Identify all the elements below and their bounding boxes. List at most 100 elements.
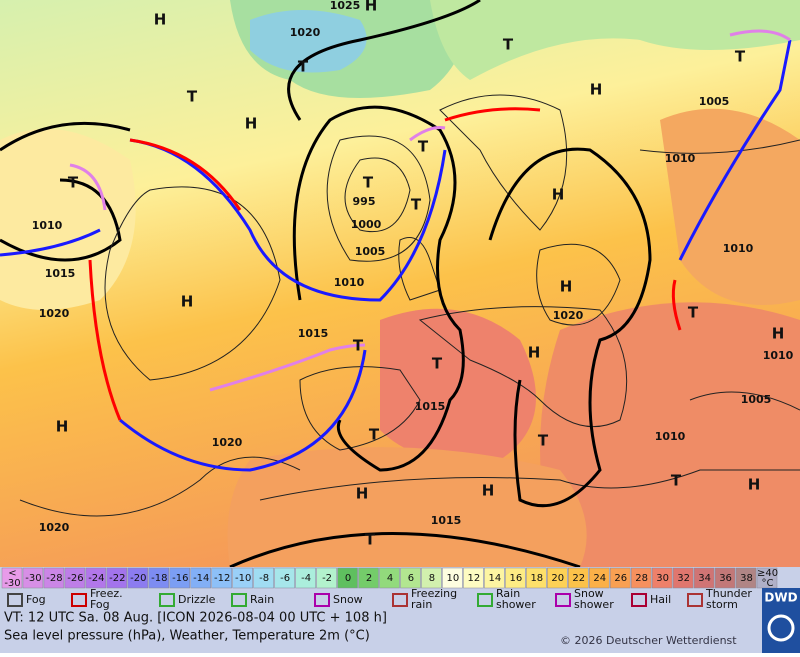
temperature-label: -18	[151, 573, 167, 584]
temperature-label: 14	[488, 573, 501, 584]
temperature-label: 32	[677, 573, 690, 584]
pressure-system: T	[671, 472, 682, 490]
isobar	[639, 139, 800, 411]
pressure-system: H	[181, 293, 194, 311]
weather-icon	[687, 593, 703, 607]
isobar-label: 1005	[699, 95, 730, 108]
temperature-cell	[526, 567, 547, 589]
temperature-label: 6	[408, 573, 414, 584]
weather-label: Snow	[574, 587, 604, 600]
isobar-label: 1010	[723, 242, 754, 255]
isobar	[104, 186, 281, 381]
isobar-label: 1020	[39, 521, 70, 534]
isobar-label: 1020	[39, 307, 70, 320]
isobar-label: 1020	[290, 26, 321, 39]
isobar-label: 1010	[334, 276, 365, 289]
temperature-cell	[735, 567, 757, 589]
isobar	[19, 456, 301, 517]
temperature-label: 12	[468, 573, 481, 584]
isobars	[19, 135, 800, 517]
pressure-system: H	[245, 115, 258, 133]
isobar	[292, 105, 465, 472]
temperature-cell	[651, 567, 673, 589]
hot-area	[540, 302, 800, 567]
pressure-system: H	[748, 476, 761, 494]
weather-label: Thunder	[705, 587, 752, 600]
temperature-label: 4	[387, 573, 393, 584]
pressure-system: T	[418, 138, 429, 156]
isobar-label: 1015	[431, 514, 462, 527]
temperature-cell	[64, 567, 86, 589]
pressure-system: H	[56, 418, 69, 436]
temperature-label: -30	[4, 578, 20, 589]
weather-icon	[159, 593, 175, 607]
temperature-label: -10	[235, 573, 251, 584]
temperature-cell	[568, 567, 589, 589]
temperature-label: 16	[509, 573, 522, 584]
weather-label: storm	[706, 598, 738, 611]
map: H H T T T H H T T T T T H H H T H T T T T H H H T H T H 1025 1020 995 1…	[0, 0, 800, 569]
temperature-cell	[190, 567, 211, 589]
temperature-label: <	[8, 568, 16, 579]
isobar	[488, 147, 652, 508]
warm-area	[660, 108, 800, 305]
logo-swirl	[767, 614, 795, 642]
isobar-label: 995	[353, 195, 376, 208]
isobar	[326, 135, 431, 262]
weather-icon	[555, 593, 571, 607]
europe-coast	[418, 306, 628, 428]
temperature-label: -8	[259, 573, 269, 584]
weather-label: Fog	[26, 593, 46, 606]
temperature-label: 20	[551, 573, 564, 584]
temperature-cell	[463, 567, 484, 589]
temperature-cell	[211, 567, 232, 589]
pressure-system: T	[369, 426, 380, 444]
pressure-system: T	[68, 174, 79, 192]
isobar	[536, 243, 621, 326]
temperature-cell	[253, 567, 274, 589]
temperature-label: 10	[447, 573, 460, 584]
temperature-label: -12	[214, 573, 230, 584]
temperature-cell	[106, 567, 128, 589]
warm-front	[671, 279, 682, 331]
isobar-label: 1005	[355, 245, 386, 258]
isobar-label: 1010	[32, 219, 63, 232]
temperature-cell	[693, 567, 715, 589]
temperature-label: 8	[429, 573, 435, 584]
weather-icon	[7, 593, 23, 607]
temperature-label: 0	[345, 573, 351, 584]
temperature-label: -28	[46, 573, 62, 584]
scandinavia-coast	[439, 94, 568, 231]
pressure-system: T	[735, 48, 746, 66]
temperature-cell	[295, 567, 316, 589]
pressure-system: T	[363, 174, 374, 192]
temperature-label: °C	[762, 578, 774, 589]
temperature-label: ≥40	[757, 568, 778, 579]
isobar-label: 1010	[763, 349, 794, 362]
pressure-system: H	[560, 278, 573, 296]
weather-label: Snow	[333, 593, 363, 606]
temperature-cell	[337, 567, 358, 589]
pressure-system: T	[538, 432, 549, 450]
iberia-coast	[299, 366, 421, 451]
temperature-cell	[672, 567, 694, 589]
pressure-system: H	[528, 344, 541, 362]
temperature-cell	[442, 567, 463, 589]
isobar-label: 1020	[212, 436, 243, 449]
isobar-label: 1015	[45, 267, 76, 280]
pressure-system: H	[154, 11, 167, 29]
temperature-label: 28	[635, 573, 648, 584]
temperature-cell	[1, 567, 23, 589]
isobar-label: 1025	[330, 0, 361, 12]
temperature-cell	[400, 567, 421, 589]
isobar-label: 1020	[553, 309, 584, 322]
temperature-cell	[588, 567, 610, 589]
temperature-label: 36	[719, 573, 732, 584]
weather-label: Drizzle	[178, 593, 216, 606]
pressure-system: H	[552, 186, 565, 204]
greenland	[250, 10, 367, 73]
africa-coast	[259, 469, 800, 501]
cold-front	[678, 39, 792, 261]
valid-time: VT: 12 UTC Sa. 08 Aug. [ICON 2026-08-04 …	[4, 611, 387, 626]
